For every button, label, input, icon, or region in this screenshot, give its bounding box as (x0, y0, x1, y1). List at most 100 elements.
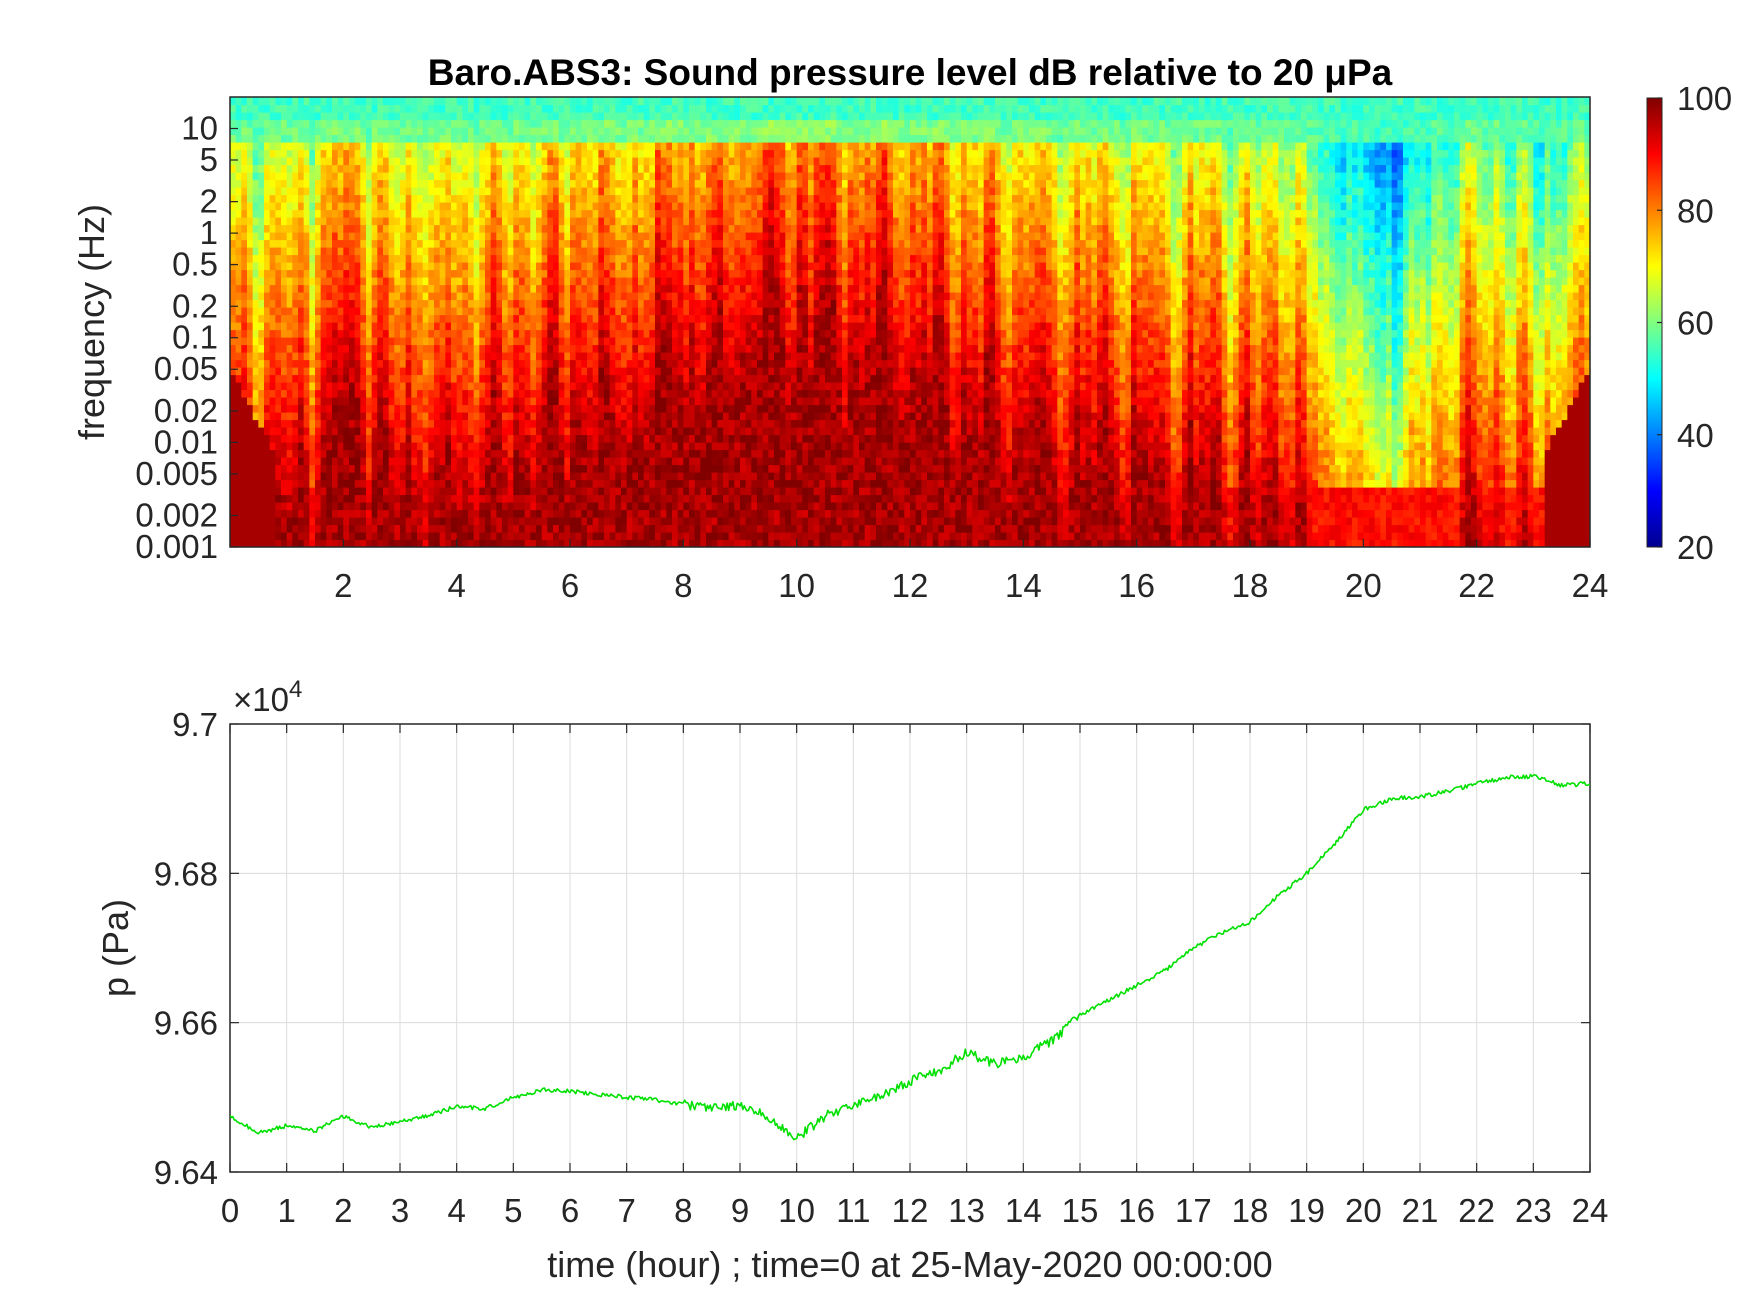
spectrogram-cell (394, 314, 401, 323)
spectrogram-cell (292, 149, 299, 158)
spectrogram-cell (235, 232, 242, 241)
spectrogram-cell (275, 337, 282, 346)
spectrogram-cell (553, 494, 560, 503)
spectrogram-cell (241, 359, 248, 368)
spectrogram-cell (247, 314, 254, 323)
spectrogram-cell (649, 202, 656, 211)
spectrogram-cell (615, 262, 622, 271)
spectrogram-cell (417, 374, 424, 383)
spectrogram-cell (592, 509, 599, 518)
spectrogram-cell (473, 269, 480, 278)
spectrogram-cell (507, 487, 514, 496)
spectrogram-cell (609, 179, 616, 188)
spectrogram-cell (281, 224, 288, 233)
spectrogram-cell (400, 479, 407, 488)
spectrogram-cell (473, 322, 480, 331)
spectrogram-cell (235, 374, 242, 383)
spectrogram-cell (694, 142, 701, 151)
spectrogram-cell (649, 442, 656, 451)
spectrogram-cell (439, 322, 446, 331)
spectrogram-cell (269, 539, 276, 547)
spectrogram-cell (530, 374, 537, 383)
spectrogram-cell (558, 119, 565, 128)
spectrogram-cell (456, 104, 463, 113)
spectrogram-cell (507, 104, 514, 113)
spectrogram-cell (621, 209, 628, 218)
spectrogram-cell (660, 164, 667, 173)
spectrogram-cell (655, 112, 662, 121)
spectrogram-cell (660, 239, 667, 248)
spectrogram-cell (553, 442, 560, 451)
spectrogram-cell (281, 412, 288, 421)
spectrogram-cell (354, 119, 361, 128)
spectrogram-cell (694, 404, 701, 413)
spectrogram-cell (422, 119, 429, 128)
spectrogram-cell (281, 337, 288, 346)
spectrogram-cell (683, 494, 690, 503)
spectrogram-cell (439, 269, 446, 278)
spectrogram-cell (315, 194, 322, 203)
spectrogram-cell (320, 104, 327, 113)
spectrogram-cell (655, 292, 662, 301)
spectrogram-cell (377, 164, 384, 173)
spectrogram-cell (309, 112, 316, 121)
spectrogram-cell (275, 524, 282, 533)
spectrogram-cell (541, 502, 548, 511)
spectrogram-cell (326, 464, 333, 473)
spectrogram-cell (451, 307, 458, 316)
spectrogram-cell (575, 524, 582, 533)
spectrogram-cell (490, 232, 497, 241)
spectrogram-cell (677, 352, 684, 361)
spectrogram-cell (564, 374, 571, 383)
spectrogram-cell (241, 157, 248, 166)
spectrogram-cell (411, 202, 418, 211)
spectrogram-cell (400, 254, 407, 263)
spectrogram-cell (258, 157, 265, 166)
spectrogram-cell (621, 479, 628, 488)
spectrogram-cell (349, 217, 356, 226)
spectrogram-cell (303, 119, 310, 128)
spectrogram-cell (513, 344, 520, 353)
spectrogram-cell (638, 179, 645, 188)
spectrogram-cell (439, 217, 446, 226)
spectrogram-cell (558, 532, 565, 541)
spectrogram-cell (626, 539, 633, 547)
spectrogram-cell (638, 269, 645, 278)
spectrogram-cell (558, 434, 565, 443)
spectrogram-cell (547, 209, 554, 218)
spectrogram-cell (643, 517, 650, 526)
spectrogram-cell (700, 449, 707, 458)
spectrogram-cell (383, 164, 390, 173)
spectrogram-cell (383, 367, 390, 376)
spectrogram-cell (575, 277, 582, 286)
spectrogram-cell (281, 172, 288, 181)
spectrogram-cell (445, 412, 452, 421)
spectrogram-cell (592, 254, 599, 263)
spectrogram-cell (456, 194, 463, 203)
spectrogram-cell (655, 404, 662, 413)
spectrogram-cell (660, 457, 667, 466)
spectrogram-cell (264, 209, 271, 218)
spectrogram-cell (451, 142, 458, 151)
spectrogram-cell (343, 97, 350, 106)
spectrogram-cell (247, 269, 254, 278)
spectrogram-cell (689, 367, 696, 376)
spectrogram-cell (677, 269, 684, 278)
spectrogram-cell (252, 374, 259, 383)
spectrogram-cell (666, 149, 673, 158)
spectrogram-cell (672, 479, 679, 488)
spectrogram-cell (655, 472, 662, 481)
spectrogram-cell (388, 134, 395, 143)
spectrogram-cell (439, 254, 446, 263)
spectrogram-cell (638, 532, 645, 541)
spectrogram-cell (541, 434, 548, 443)
spectrogram-cell (581, 352, 588, 361)
spectrogram-cell (479, 524, 486, 533)
spectrogram-cell (326, 517, 333, 526)
spectrogram-cell (689, 299, 696, 308)
spectrogram-cell (660, 329, 667, 338)
spectrogram-cell (587, 254, 594, 263)
spectrogram-cell (553, 142, 560, 151)
spectrogram-cell (434, 202, 441, 211)
spectrogram-cell (683, 247, 690, 256)
